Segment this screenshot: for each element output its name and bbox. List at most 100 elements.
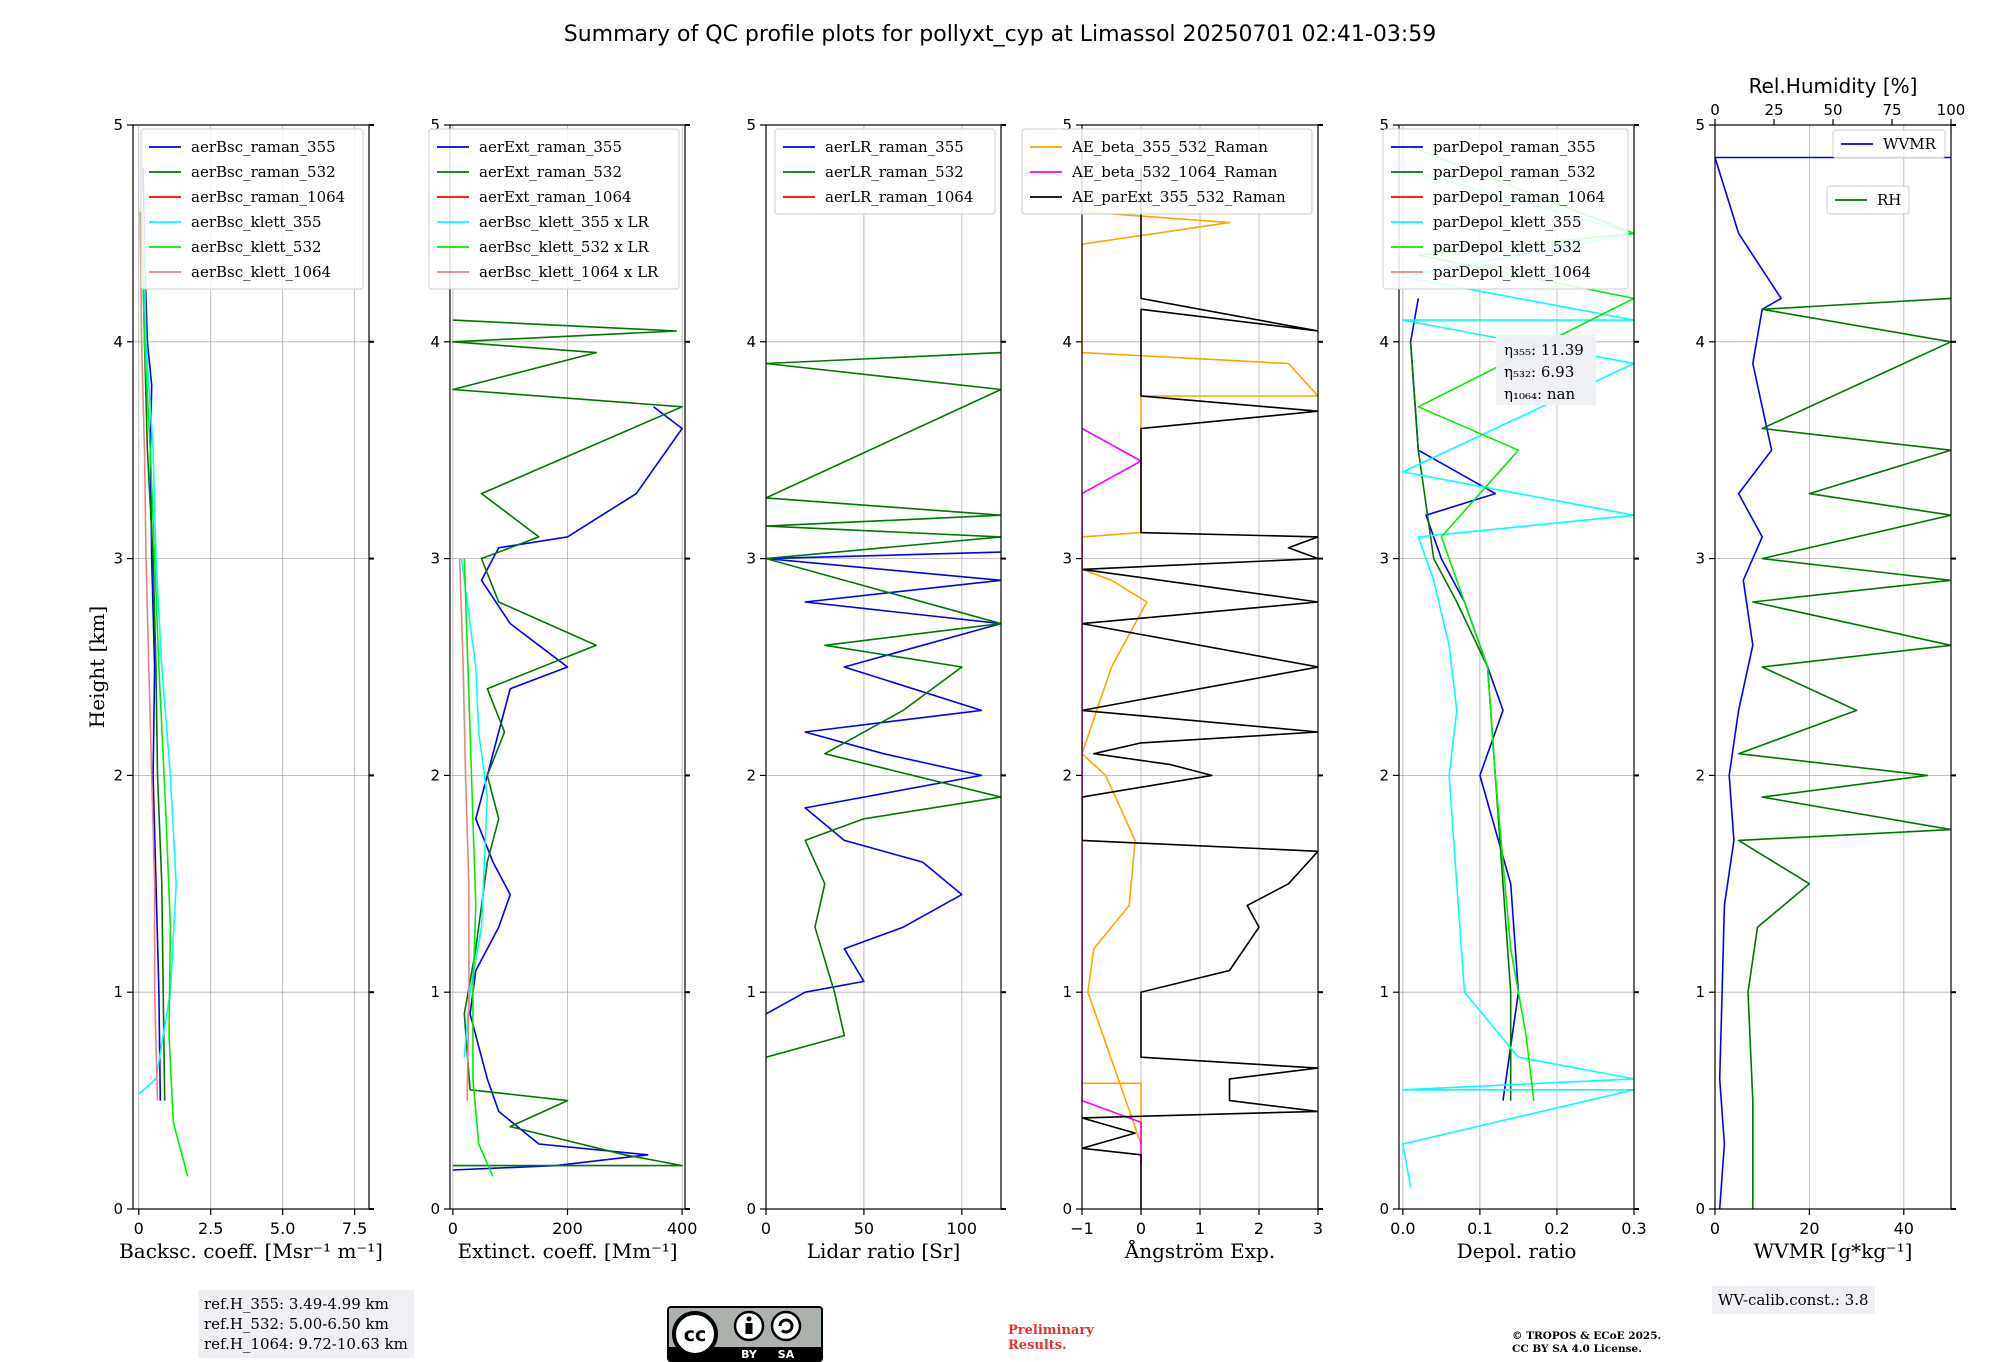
legend-box (774, 128, 996, 215)
legend-label: aerBsc_klett_355 x LR (479, 213, 650, 231)
preliminary-line-1: Preliminary (1008, 1323, 1094, 1338)
series-line (1409, 341, 1512, 1101)
legend-label: aerBsc_klett_1064 (191, 263, 331, 281)
y-tick-label: 3 (1062, 550, 1072, 568)
preliminary-results-label: Preliminary Results. (1008, 1323, 1094, 1353)
legend-depol: parDepol_raman_355 parDepol_raman_532 parD… (1382, 128, 1629, 290)
series-line (463, 558, 494, 1177)
y-tick-label: 2 (746, 766, 756, 784)
legend-box (1826, 185, 1910, 215)
top-axis-label: Rel.Humidity [%] (1749, 74, 1918, 98)
legend-box (140, 128, 364, 290)
x-axis-label: Extinct. coeff. [Mm⁻¹] (457, 1239, 677, 1263)
legend-ae: AE_beta_355_532_Raman AE_beta_532_1064_Ra… (1021, 128, 1313, 215)
ref-h-1064: ref.H_1064: 9.72-10.63 km (204, 1335, 408, 1353)
top-tick-label: 50 (1823, 101, 1842, 119)
legend-label: aerBsc_klett_532 x LR (479, 238, 650, 256)
y-tick-label: 0 (1695, 1200, 1705, 1218)
y-tick-label: 1 (1695, 983, 1705, 1001)
reference-height-note: ref.H_355: 3.49-4.99 km ref.H_532: 5.00-… (198, 1290, 414, 1358)
legend-label: AE_beta_355_532_Raman (1071, 138, 1268, 156)
y-tick-label: 1 (430, 983, 440, 1001)
top-tick-label: 75 (1882, 101, 1901, 119)
x-tick-label: 0 (448, 1219, 458, 1238)
plot-frame (765, 124, 1002, 1210)
y-tick-label: 5 (113, 116, 123, 134)
x-axis-label: Depol. ratio (1457, 1239, 1577, 1263)
ref-h-355: ref.H_355: 3.49-4.99 km (204, 1295, 389, 1313)
y-tick-label: 2 (1379, 766, 1389, 784)
x-tick-label: 2 (1254, 1219, 1264, 1238)
y-tick-label: 3 (746, 550, 756, 568)
legend-label: parDepol_klett_532 (1433, 238, 1582, 256)
y-tick-label: 2 (113, 766, 123, 784)
y-tick-label: 4 (746, 333, 756, 351)
legend-box (428, 128, 680, 290)
legend-bsc: aerBsc_raman_355 aerBsc_raman_532 aerBsc_r… (140, 128, 364, 290)
legend-box (1021, 128, 1313, 215)
svg-text:SA: SA (778, 1348, 795, 1361)
x-tick-label: 200 (552, 1219, 583, 1238)
legend-label: parDepol_raman_532 (1433, 163, 1596, 181)
annotation-line: η₅₃₂: 6.93 (1504, 363, 1574, 381)
legend-label: aerBsc_klett_1064 x LR (479, 263, 659, 281)
svg-text:BY: BY (741, 1348, 758, 1361)
x-tick-label: 400 (667, 1219, 698, 1238)
series-line (1082, 427, 1142, 1166)
y-tick-label: 2 (430, 766, 440, 784)
series-line (140, 211, 189, 1177)
top-tick-label: 100 (1937, 101, 1966, 119)
series-line (138, 211, 177, 1095)
series-line (766, 351, 1001, 1058)
y-tick-label: 4 (1695, 333, 1705, 351)
y-tick-label: 4 (1062, 333, 1072, 351)
annotation-line: η₁₀₆₄: nan (1504, 385, 1575, 403)
panel-lr: 0 50 100 0 1 2 3 4 5 Lidar ratio [Sr] aerLR_raman_… (746, 116, 1006, 1263)
x-axis-label: Backsc. coeff. [Msr⁻¹ m⁻¹] (119, 1239, 383, 1263)
legend-label: aerLR_raman_1064 (825, 188, 973, 206)
x-tick-label: 40 (1894, 1219, 1914, 1238)
x-tick-label: 0.1 (1467, 1219, 1492, 1238)
x-tick-label: 0 (1710, 1219, 1720, 1238)
depol-eta-annotation: η₃₅₅: 11.39 η₅₃₂: 6.93 η₁₀₆₄: nan (1496, 335, 1596, 405)
y-tick-label: 0 (746, 1200, 756, 1218)
y-tick-label: 0 (1062, 1200, 1072, 1218)
wv-calibration-note: WV-calib.const.: 3.8 (1712, 1286, 1875, 1314)
y-tick-label: 1 (1062, 983, 1072, 1001)
series-group (1082, 168, 1318, 1209)
legend-label: parDepol_klett_1064 (1433, 263, 1591, 281)
figure-title: Summary of QC profile plots for pollyxt_… (563, 22, 1437, 47)
cc-logo-icon (672, 1311, 718, 1357)
legend-label: aerBsc_klett_532 (191, 238, 322, 256)
y-tick-label: 0 (1379, 1200, 1389, 1218)
share-alike-icon (770, 1310, 802, 1342)
series-line (1082, 168, 1318, 1209)
legend-label: aerBsc_raman_355 (191, 138, 336, 156)
y-tick-label: 1 (746, 983, 756, 1001)
legend-label: aerBsc_raman_1064 (191, 188, 345, 206)
svg-text:cc: cc (684, 1324, 707, 1346)
series-group (452, 319, 683, 1177)
series-line (766, 551, 1001, 1015)
y-tick-label: 3 (113, 550, 123, 568)
series-line (1082, 210, 1318, 1145)
x-tick-label: 5.0 (270, 1219, 295, 1238)
x-axis-label: Lidar ratio [Sr] (807, 1239, 961, 1263)
annotation-box (1496, 335, 1596, 405)
y-tick-label: 1 (1379, 983, 1389, 1001)
legend-box (1832, 129, 1946, 159)
legend-rh: RH (1826, 185, 1910, 215)
legend-label: parDepol_klett_355 (1433, 213, 1582, 231)
legend-label: AE_beta_532_1064_Raman (1071, 163, 1278, 181)
x-axis-label: Ångström Exp. (1124, 1238, 1275, 1263)
y-tick-label: 3 (1695, 550, 1705, 568)
legend-label: aerExt_raman_532 (479, 163, 622, 181)
x-tick-label: 3 (1313, 1219, 1323, 1238)
cc-by-sa-badge: cc BY SA (667, 1306, 823, 1362)
series-group (1715, 156, 1951, 1209)
series-group (138, 168, 189, 1177)
legend-label: aerExt_raman_355 (479, 138, 622, 156)
x-tick-label: 0 (761, 1219, 771, 1238)
